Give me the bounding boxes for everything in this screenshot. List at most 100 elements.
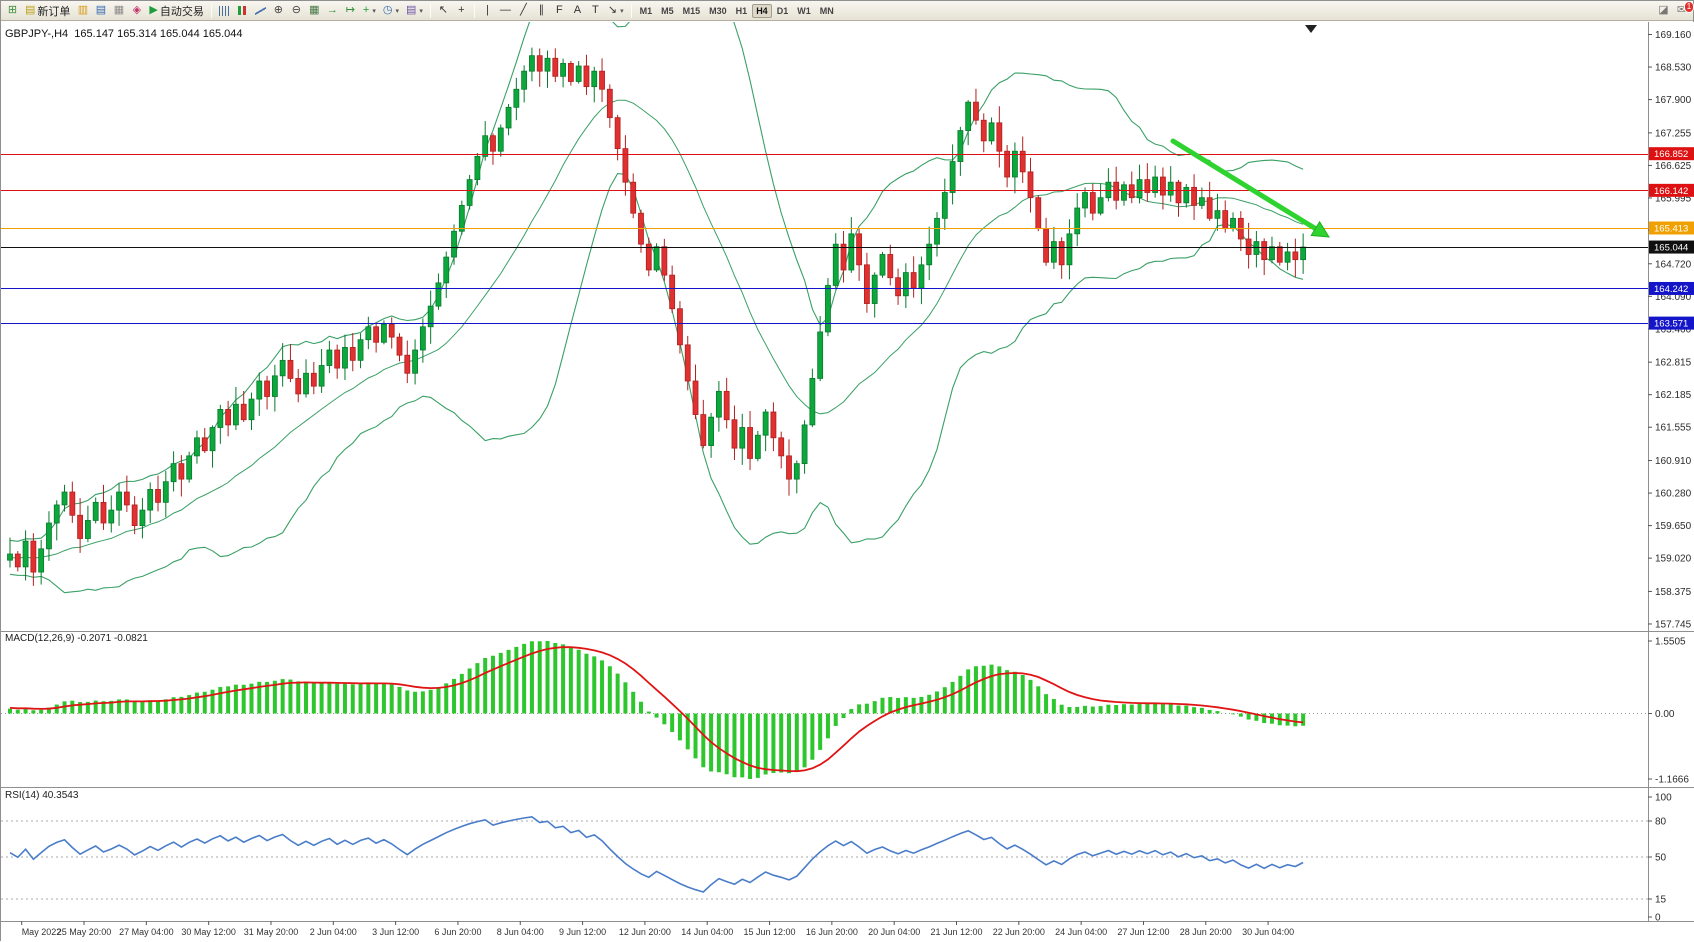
- cursor-button[interactable]: ↖: [435, 2, 452, 19]
- chart-shift-icon: ↦: [345, 4, 355, 16]
- mailbox-button[interactable]: ✉ 1: [1673, 1, 1694, 19]
- candle: [887, 244, 894, 286]
- timeframe-button-h4[interactable]: H4: [752, 3, 772, 18]
- candle: [14, 551, 21, 572]
- candle: [575, 60, 582, 84]
- candle: [973, 88, 979, 125]
- channel-button[interactable]: ∥: [533, 2, 550, 19]
- navigator-icon: ◈: [132, 4, 142, 16]
- candle: [754, 430, 761, 462]
- chart-shift-button[interactable]: ↦: [342, 2, 359, 19]
- timeframe-button-m5[interactable]: M5: [661, 5, 674, 16]
- new-order-button[interactable]: ▤ 新订单: [22, 2, 73, 19]
- svg-text:27 May 04:00: 27 May 04:00: [119, 927, 174, 937]
- label-button[interactable]: T: [587, 2, 604, 19]
- candle: [1191, 174, 1197, 220]
- bar-chart-type-button[interactable]: [216, 2, 233, 19]
- autotrading-button[interactable]: ▶ 自动交易: [146, 2, 206, 19]
- timeframe-button-h1[interactable]: H1: [735, 5, 748, 16]
- horizontal-line-button[interactable]: —: [497, 2, 514, 19]
- periods-button[interactable]: ◷ ▾: [380, 2, 402, 19]
- new-chart-button[interactable]: ⊞: [4, 2, 21, 19]
- candle: [762, 409, 769, 452]
- auto-scroll-button[interactable]: →: [324, 2, 341, 19]
- tile-windows-button[interactable]: ▦: [306, 2, 323, 19]
- candle: [342, 334, 348, 381]
- zoom-out-button[interactable]: ⊖: [288, 2, 305, 19]
- trendline-button[interactable]: ╱: [515, 2, 532, 19]
- svg-text:165.044: 165.044: [1654, 243, 1688, 254]
- text-button[interactable]: A: [569, 2, 586, 19]
- zoom-in-button[interactable]: ⊕: [270, 2, 287, 19]
- open-profile-button[interactable]: ▥: [74, 2, 91, 19]
- candle: [1121, 181, 1127, 206]
- trend-arrow-annotation[interactable]: [1170, 138, 1330, 238]
- timeframe-button-m1[interactable]: M1: [639, 5, 653, 16]
- svg-text:22 Jun 20:00: 22 Jun 20:00: [993, 927, 1045, 937]
- chart-canvas[interactable]: 169.160 168.530 167.900 167.255 166.625 165.9…: [1, 21, 1694, 942]
- timeframe-button-d1[interactable]: D1: [776, 5, 789, 16]
- shapes-button[interactable]: ↘ ▾: [605, 2, 627, 19]
- price-box-166.142[interactable]: 166.142: [1649, 183, 1694, 197]
- candle: [458, 200, 465, 235]
- candle: [1144, 163, 1151, 202]
- candle: [38, 539, 45, 585]
- svg-text:8 Jun 04:00: 8 Jun 04:00: [497, 927, 544, 937]
- candle: [1214, 193, 1221, 231]
- alerts-button[interactable]: ◪: [1655, 2, 1672, 19]
- price-box-165.044[interactable]: 165.044: [1649, 240, 1694, 254]
- timeframe-button-mn[interactable]: MN: [819, 5, 834, 16]
- candle: [310, 361, 317, 395]
- time-scale[interactable]: [1, 921, 1694, 942]
- fibonacci-button[interactable]: F: [551, 2, 568, 19]
- price-box-166.852[interactable]: 166.852: [1649, 147, 1694, 161]
- candle: [653, 243, 660, 273]
- candle: [599, 58, 605, 103]
- candle: [622, 135, 629, 196]
- chart-window-button[interactable]: ▦: [110, 2, 127, 19]
- macd-indicator-label: MACD(12,26,9) -0.2071 -0.0821: [5, 633, 148, 644]
- price-box-163.571[interactable]: 163.571: [1649, 316, 1694, 330]
- candle: [357, 333, 364, 369]
- print-button[interactable]: ▤: [92, 2, 109, 19]
- chart-shift-marker[interactable]: [1305, 25, 1317, 33]
- price-box-164.242[interactable]: 164.242: [1649, 281, 1694, 295]
- timeframe-button-w1[interactable]: W1: [797, 5, 811, 16]
- svg-text:164.242: 164.242: [1654, 284, 1688, 295]
- line-chart-type-button[interactable]: [252, 2, 269, 19]
- templates-button[interactable]: ▤ ▾: [403, 2, 426, 19]
- candlestick-chart-type-button[interactable]: [234, 2, 251, 19]
- svg-text:14 Jun 04:00: 14 Jun 04:00: [681, 927, 733, 937]
- candle: [85, 505, 91, 543]
- navigator-button[interactable]: ◈: [128, 2, 145, 19]
- vertical-line-button[interactable]: |: [479, 2, 496, 19]
- crosshair-button[interactable]: +: [453, 2, 470, 19]
- candle: [427, 290, 434, 344]
- candle: [856, 228, 863, 281]
- candle: [303, 359, 309, 398]
- svg-text:80: 80: [1655, 817, 1667, 828]
- indicators-button[interactable]: + ▾: [360, 2, 379, 19]
- candle: [708, 412, 714, 458]
- candle: [1004, 144, 1011, 188]
- candle: [123, 475, 130, 512]
- candle: [30, 533, 37, 586]
- candle: [474, 153, 481, 186]
- candle: [131, 496, 138, 535]
- svg-text:167.255: 167.255: [1655, 128, 1692, 139]
- candle: [256, 372, 263, 416]
- candle: [497, 124, 504, 157]
- tile-windows-icon: ▦: [309, 4, 320, 16]
- zoom-out-icon: ⊖: [291, 4, 301, 16]
- timeframe-button-m15[interactable]: M15: [682, 5, 701, 16]
- candle: [419, 318, 426, 363]
- price-box-165.413[interactable]: 165.413: [1649, 221, 1694, 235]
- candle: [264, 375, 270, 410]
- timeframe-button-m30[interactable]: M30: [709, 5, 727, 16]
- candle: [926, 226, 933, 281]
- price-scale[interactable]: [1648, 22, 1694, 921]
- candle: [334, 344, 341, 379]
- candle: [778, 431, 785, 469]
- mailbox-icon: ✉: [1676, 4, 1687, 16]
- candle: [69, 481, 76, 523]
